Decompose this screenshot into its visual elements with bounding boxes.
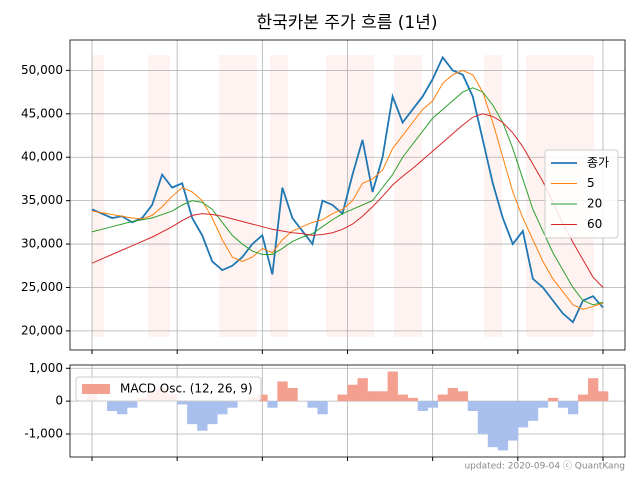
price-line bbox=[91, 55, 604, 324]
macd-bar bbox=[517, 401, 529, 428]
macd-bar bbox=[497, 401, 509, 451]
legend-swatch bbox=[82, 384, 110, 394]
macd-bar bbox=[107, 401, 118, 411]
price-line bbox=[91, 69, 604, 310]
macd-bar bbox=[567, 401, 579, 415]
macd-bar bbox=[347, 384, 358, 402]
macd-bar bbox=[597, 391, 609, 402]
macd-bar bbox=[417, 401, 428, 411]
y-tick-label: 40,000 bbox=[21, 150, 63, 164]
macd-bar bbox=[577, 394, 589, 402]
legend-label: 60 bbox=[587, 217, 602, 231]
macd-bar bbox=[427, 401, 438, 408]
price-line bbox=[91, 113, 604, 288]
macd-bar bbox=[287, 388, 298, 402]
plot-frame bbox=[69, 39, 626, 351]
macd-bar bbox=[307, 401, 318, 408]
macd-bar bbox=[547, 397, 559, 402]
macd-bar bbox=[447, 388, 459, 402]
macd-bar bbox=[207, 401, 218, 425]
y-tick-label: 1,000 bbox=[29, 361, 63, 375]
macd-bar bbox=[317, 401, 328, 415]
legend-label: 20 bbox=[587, 197, 602, 211]
legend-label: MACD Osc. (12, 26, 9) bbox=[120, 382, 253, 396]
price-line bbox=[91, 87, 604, 306]
macd-bar bbox=[467, 401, 479, 411]
y-tick-label: 30,000 bbox=[21, 237, 63, 251]
y-tick-label: -1,000 bbox=[24, 427, 63, 441]
macd-bar bbox=[387, 371, 398, 402]
macd-bar bbox=[227, 401, 238, 408]
macd-bar bbox=[587, 378, 599, 402]
macd-bar bbox=[487, 401, 499, 448]
macd-bar bbox=[377, 391, 388, 402]
macd-bar bbox=[477, 401, 489, 434]
macd-bar bbox=[217, 401, 228, 415]
legend-box bbox=[75, 376, 262, 402]
y-tick-label: 50,000 bbox=[21, 63, 63, 77]
macd-bar bbox=[257, 394, 268, 402]
macd-bar bbox=[557, 401, 569, 408]
legend-box bbox=[544, 149, 619, 239]
y-tick-label: 45,000 bbox=[21, 106, 63, 120]
macd-bar bbox=[367, 391, 378, 402]
legend-label: 5 bbox=[587, 176, 595, 190]
macd-bar bbox=[357, 378, 368, 402]
macd-bar bbox=[117, 401, 128, 415]
macd-bar bbox=[277, 381, 288, 402]
macd-bar bbox=[407, 397, 418, 402]
macd-bar bbox=[507, 401, 519, 441]
plot-frame bbox=[69, 364, 626, 458]
y-tick-label: 0 bbox=[55, 394, 63, 408]
macd-bar bbox=[457, 391, 469, 402]
macd-bar bbox=[177, 401, 188, 405]
y-tick-label: 35,000 bbox=[21, 193, 63, 207]
macd-bar bbox=[337, 394, 348, 402]
macd-bar bbox=[537, 401, 549, 408]
y-tick-label: 25,000 bbox=[21, 280, 63, 294]
macd-bar bbox=[197, 401, 208, 431]
macd-bar bbox=[267, 401, 278, 408]
footer: updated: 2020-09-04 ⓒ QuantKang bbox=[464, 461, 625, 472]
macd-bar bbox=[127, 401, 138, 408]
y-tick-label: 20,000 bbox=[21, 323, 63, 337]
macd-bar bbox=[397, 394, 408, 402]
macd-bar bbox=[527, 401, 539, 421]
legend-label: 종가 bbox=[587, 156, 609, 170]
chart-title: 한국카본 주가 흐름 (1년) bbox=[256, 13, 437, 33]
macd-bar bbox=[187, 401, 198, 425]
macd-bar bbox=[437, 394, 448, 402]
